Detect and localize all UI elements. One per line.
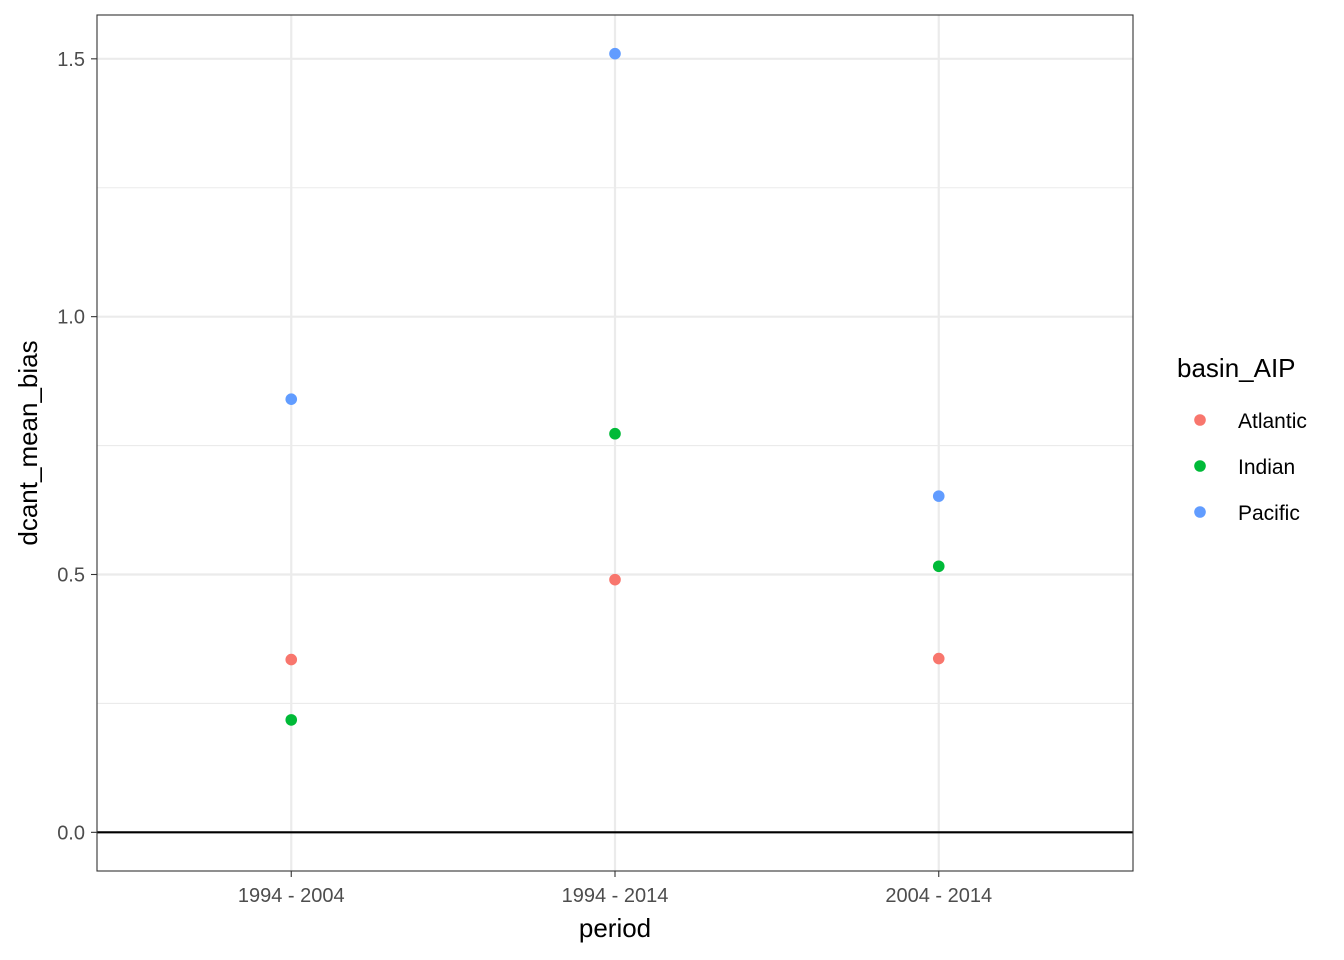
- y-tick-label: 0.0: [57, 822, 85, 844]
- y-axis-ticks: 0.0 0.5 1.0 1.5: [57, 49, 97, 844]
- x-axis-ticks: 1994 - 2004 1994 - 2014 2004 - 2014: [238, 871, 992, 907]
- x-tick-label: 1994 - 2004: [238, 885, 345, 907]
- data-point-atlantic: [285, 653, 298, 666]
- y-tick-label: 0.5: [57, 564, 85, 586]
- legend-key-atlantic: [1194, 414, 1206, 426]
- data-point-pacific: [609, 47, 621, 60]
- x-tick-label: 1994 - 2014: [562, 885, 669, 907]
- y-tick-label: 1.0: [57, 307, 85, 329]
- data-point-pacific: [285, 393, 298, 405]
- data-point-atlantic: [609, 573, 621, 586]
- legend-label-indian: Indian: [1238, 456, 1295, 479]
- data-point-indian: [609, 427, 621, 440]
- y-tick-label: 1.5: [57, 49, 85, 71]
- x-axis-title: period: [579, 913, 651, 943]
- data-point-pacific: [932, 490, 945, 502]
- legend-label-atlantic: Atlantic: [1238, 410, 1307, 433]
- data-point-indian: [285, 714, 298, 726]
- legend-title: basin_AIP: [1177, 353, 1296, 383]
- legend-key-pacific: [1194, 506, 1206, 518]
- legend: basin_AIP Atlantic Indian Pacific: [1177, 353, 1307, 525]
- x-tick-label: 2004 - 2014: [885, 885, 992, 907]
- legend-key-indian: [1194, 460, 1206, 472]
- data-point-indian: [932, 560, 945, 573]
- data-point-atlantic: [932, 652, 945, 665]
- data-points: [285, 47, 945, 726]
- legend-label-pacific: Pacific: [1238, 502, 1300, 525]
- y-axis-title: dcant_mean_bias: [13, 340, 43, 545]
- legend-items: Atlantic Indian Pacific: [1194, 410, 1307, 525]
